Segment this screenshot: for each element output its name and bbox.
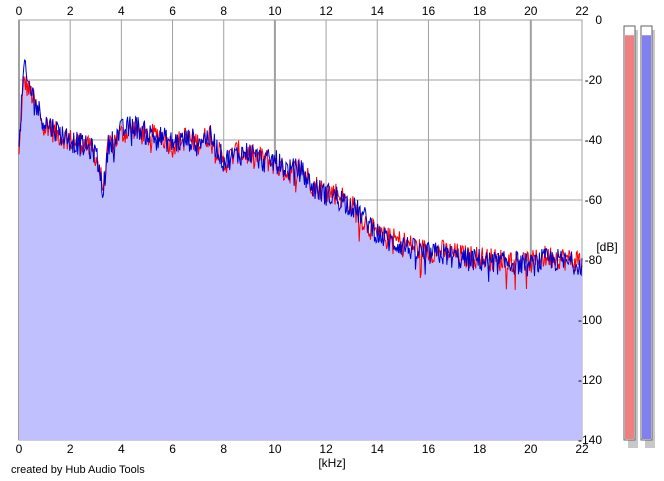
x-tick-label-bottom: 20 [524, 442, 538, 456]
y-tick-label: -20 [585, 73, 603, 87]
x-tick-label-top: 8 [220, 4, 227, 18]
x-tick-label-top: 22 [575, 4, 589, 18]
x-tick-label-bottom: 4 [118, 442, 125, 456]
x-tick-label-bottom: 12 [319, 442, 333, 456]
x-tick-label-top: 18 [473, 4, 487, 18]
x-tick-label-bottom: 2 [67, 442, 74, 456]
x-tick-label-top: 16 [422, 4, 436, 18]
x-tick-label-bottom: 16 [422, 442, 436, 456]
y-tick-label: -60 [585, 193, 603, 207]
y-tick-label: 0 [595, 13, 602, 27]
y-tick-label: -80 [585, 253, 603, 267]
x-tick-label-top: 14 [371, 4, 385, 18]
meter-right-level [642, 35, 651, 440]
x-tick-label-bottom: 8 [220, 442, 227, 456]
x-tick-label-bottom: 0 [16, 442, 23, 456]
y-tick-label: -140 [578, 433, 602, 447]
x-tick-label-bottom: 18 [473, 442, 487, 456]
x-tick-label-bottom: 6 [169, 442, 176, 456]
x-tick-label-top: 4 [118, 4, 125, 18]
x-tick-label-top: 20 [524, 4, 538, 18]
y-tick-label: -40 [585, 133, 603, 147]
x-tick-label-top: 12 [319, 4, 333, 18]
x-tick-label-bottom: 14 [371, 442, 385, 456]
y-tick-label: -120 [578, 373, 602, 387]
spectrum-fill-area [19, 76, 582, 440]
x-tick-label-top: 6 [169, 4, 176, 18]
credit-text: created by Hub Audio Tools [11, 464, 145, 476]
y-tick-label: -100 [578, 313, 602, 327]
x-tick-label-top: 0 [16, 4, 23, 18]
x-tick-label-top: 10 [268, 4, 282, 18]
x-tick-label-bottom: 10 [268, 442, 282, 456]
y-axis-label: [dB] [596, 240, 617, 254]
meter-left-level [625, 35, 634, 440]
axis-ticks: 002244668810101212141416161818202022220-… [16, 4, 603, 456]
x-tick-label-top: 2 [67, 4, 74, 18]
x-tick-label-bottom: 22 [575, 442, 589, 456]
x-axis-label: [kHz] [318, 456, 345, 470]
series-line-right-channel [18, 59, 583, 282]
